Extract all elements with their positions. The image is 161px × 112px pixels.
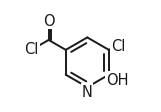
Text: N: N [82,84,93,99]
Text: Cl: Cl [111,39,125,53]
Text: OH: OH [106,72,128,87]
Text: O: O [43,14,54,29]
Text: Cl: Cl [24,42,39,56]
